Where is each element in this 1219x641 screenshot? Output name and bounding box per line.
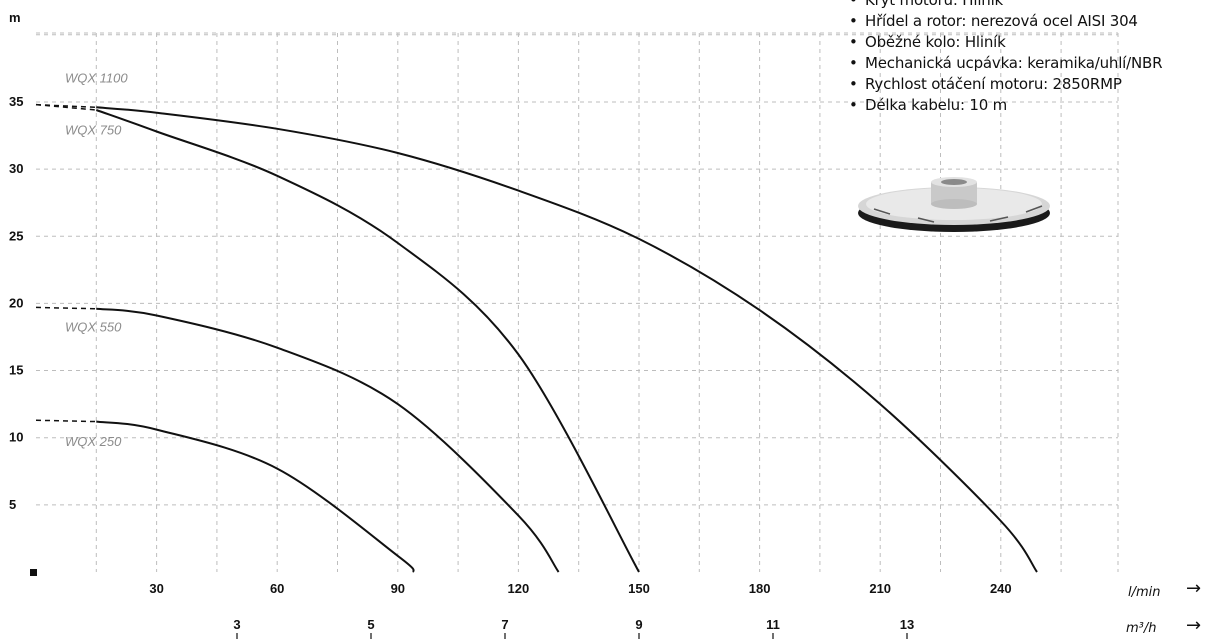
spec-item-text: Mechanická ucpávka: keramika/uhlí/NBR (865, 54, 1163, 72)
x-tick-label: 210 (869, 581, 891, 596)
spec-item: • Mechanická ucpávka: keramika/uhlí/NBR (846, 53, 1163, 74)
curve-dashed-segment (35, 306, 97, 310)
curve-dashed-segment (35, 419, 97, 423)
series-label: WQX 250 (65, 434, 122, 449)
y-tick-label: 35 (9, 94, 23, 109)
bullet-icon: • (849, 96, 858, 114)
x-tick-label: 90 (391, 581, 405, 596)
spec-list: • Kryt motoru: Hliník • Hřídel a rotor: ne… (846, 0, 1163, 116)
spec-item-text: Oběžné kolo: Hliník (865, 33, 1006, 51)
pump-curve-line (95, 109, 640, 573)
secondary-x-tick-label: 9 (635, 617, 642, 632)
spec-item: • Hřídel a rotor: nerezová ocel AISI 304 (846, 11, 1162, 32)
spec-item: • Rychlost otáčení motoru: 2850RMP (846, 74, 1162, 95)
arrow-right-icon: → (1186, 578, 1201, 599)
spec-item: • Délka kabelu: 10 m (846, 95, 1162, 116)
secondary-x-axis-unit: m³/h (1126, 621, 1157, 636)
bullet-icon: • (849, 33, 858, 51)
spec-item-text: Kryt motoru: Hliník (865, 0, 1004, 9)
y-tick-label: 15 (9, 363, 23, 378)
spec-item-text: Hřídel a rotor: nerezová ocel AISI 304 (865, 12, 1138, 30)
pump-curve-line (96, 420, 415, 573)
secondary-x-axis: 3 5 7 9 11 13 m³/h → (233, 615, 1201, 639)
x-tick-label: 60 (270, 581, 284, 596)
bullet-icon: • (849, 12, 858, 30)
secondary-x-tick-label: 3 (233, 617, 240, 632)
arrow-right-icon: → (1186, 615, 1201, 636)
x-axis-unit: l/min (1128, 585, 1161, 600)
bullet-icon: • (849, 54, 858, 72)
x-tick-label: 150 (628, 581, 650, 596)
secondary-x-tick-label: 11 (766, 617, 780, 632)
series-label: WQX 550 (65, 319, 122, 334)
secondary-x-tick-label: 5 (367, 617, 374, 632)
bullet-icon: • (849, 75, 858, 93)
impeller-image (858, 177, 1050, 232)
secondary-x-tick-label: 13 (900, 617, 914, 632)
spec-item: • Oběžné kolo: Hliník (846, 32, 1162, 53)
series-label: WQX 750 (65, 123, 122, 138)
bullet-icon: • (849, 0, 858, 9)
pump-curves: WQX 1100 WQX 750 WQX 550 WQX 250 (35, 71, 1038, 573)
y-tick-label: 5 (9, 497, 16, 512)
x-tick-label: 240 (990, 581, 1012, 596)
curve-dashed-segment (35, 103, 97, 111)
x-tick-label: 180 (749, 581, 771, 596)
x-tick-label: 120 (508, 581, 530, 596)
series-label: WQX 1100 (65, 71, 128, 86)
spec-item-text: Rychlost otáčení motoru: 2850RMP (865, 75, 1122, 93)
y-tick-label: 20 (9, 295, 23, 310)
y-tick-label: 10 (9, 430, 23, 445)
pump-curve-line (96, 307, 560, 573)
secondary-x-tick-label: 7 (501, 617, 508, 632)
y-tick-label: 25 (9, 228, 23, 243)
y-axis: m 5 10 15 20 25 30 35 (9, 10, 37, 576)
x-tick-label: 30 (149, 581, 163, 596)
spec-item-text: Délka kabelu: 10 m (865, 96, 1008, 114)
y-axis-label: m (9, 10, 21, 25)
chart-grid (36, 32, 1119, 572)
pump-curve-line (96, 106, 1038, 573)
spec-item: • Kryt motoru: Hliník (846, 0, 1162, 11)
origin-marker (30, 569, 37, 576)
x-axis: 30 60 90 120 150 180 210 240 l/min → (149, 578, 1201, 600)
y-tick-label: 30 (9, 161, 23, 176)
